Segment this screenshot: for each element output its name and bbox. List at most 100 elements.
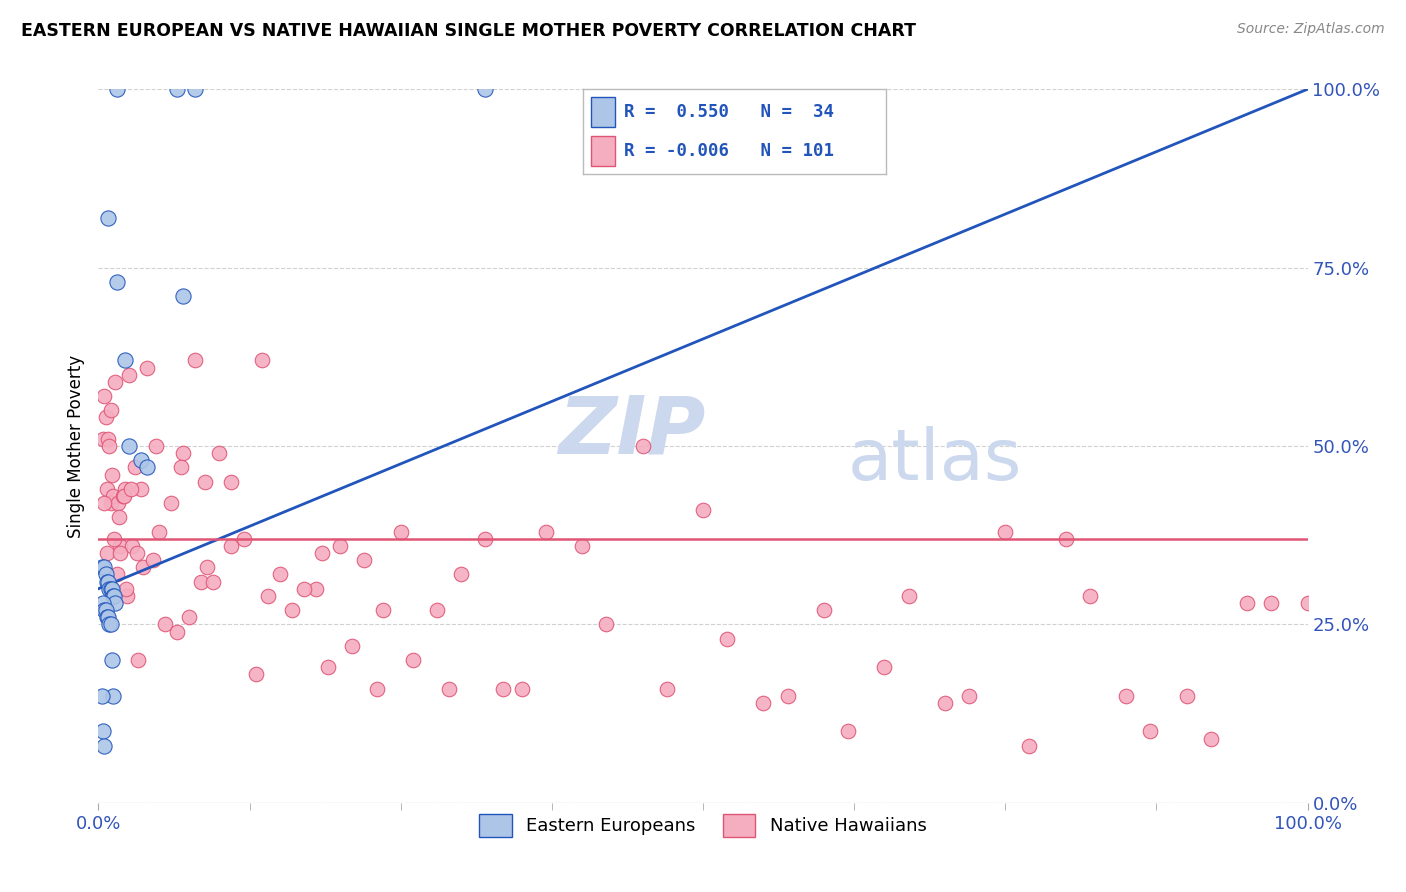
Point (934, 696, 956, 710)
Point (100, 617, 122, 632)
Point (135, 360, 157, 375)
Point (1078, 589, 1101, 603)
Point (329, 539, 352, 553)
Point (91, 560, 114, 574)
Point (91, 724, 114, 739)
Point (179, 610, 201, 624)
Point (94, 567, 117, 582)
Point (112, 489, 135, 503)
Point (492, 681, 515, 696)
Point (1115, 689, 1137, 703)
Point (91, 596, 114, 610)
Point (655, 681, 678, 696)
Point (101, 689, 124, 703)
Point (1139, 724, 1161, 739)
Point (510, 681, 533, 696)
Point (111, 489, 134, 503)
Point (96, 610, 118, 624)
Point (194, 475, 217, 489)
Point (166, 624, 188, 639)
Point (1260, 596, 1282, 610)
Point (692, 503, 714, 517)
Point (114, 482, 136, 496)
Point (311, 546, 333, 560)
Point (96, 546, 118, 560)
Point (104, 375, 127, 389)
Point (97, 610, 120, 624)
Point (97, 432, 120, 446)
Point (101, 589, 124, 603)
Point (101, 489, 124, 503)
Point (595, 617, 617, 632)
Point (93, 389, 115, 403)
Point (166, 82, 188, 96)
Point (100, 653, 122, 667)
Point (994, 524, 1017, 539)
Point (100, 496, 122, 510)
Point (127, 653, 149, 667)
Point (153, 617, 176, 632)
Y-axis label: Single Mother Poverty: Single Mother Poverty (66, 354, 84, 538)
Point (100, 582, 122, 596)
Point (104, 596, 127, 610)
Point (342, 639, 364, 653)
Point (96, 574, 118, 589)
Point (292, 582, 315, 596)
Point (1236, 596, 1258, 610)
Point (135, 460, 157, 475)
Point (118, 439, 141, 453)
Point (571, 539, 593, 553)
Point (94, 603, 117, 617)
Point (437, 681, 460, 696)
Legend: Eastern Europeans, Native Hawaiians: Eastern Europeans, Native Hawaiians (472, 807, 934, 844)
Point (93, 603, 115, 617)
Point (98, 582, 121, 596)
Point (91, 432, 114, 446)
Point (105, 82, 128, 96)
Point (897, 589, 920, 603)
Point (117, 589, 139, 603)
Point (184, 353, 207, 368)
Point (195, 560, 218, 574)
Point (105, 567, 128, 582)
Point (97, 211, 120, 225)
Text: R = -0.006   N = 101: R = -0.006 N = 101 (624, 142, 834, 160)
Point (184, 82, 207, 96)
Point (118, 368, 141, 382)
Point (1296, 596, 1319, 610)
Point (221, 475, 243, 489)
Point (93, 739, 115, 753)
Point (534, 524, 557, 539)
Point (474, 532, 496, 546)
Point (281, 603, 304, 617)
Point (1054, 532, 1077, 546)
Point (752, 696, 775, 710)
Point (474, 82, 496, 96)
Point (426, 603, 449, 617)
Text: EASTERN EUROPEAN VS NATIVE HAWAIIAN SINGLE MOTHER POVERTY CORRELATION CHART: EASTERN EUROPEAN VS NATIVE HAWAIIAN SING… (21, 22, 917, 40)
Point (256, 589, 278, 603)
Point (145, 439, 167, 453)
Point (160, 496, 183, 510)
Point (103, 532, 125, 546)
Point (873, 660, 896, 674)
Point (1199, 731, 1222, 746)
Point (208, 446, 231, 460)
Point (114, 353, 136, 368)
Point (129, 453, 152, 467)
Point (450, 567, 472, 582)
Point (103, 589, 125, 603)
Point (305, 582, 328, 596)
Point (124, 460, 146, 475)
Point (127, 546, 149, 560)
Point (202, 574, 225, 589)
Point (132, 560, 155, 574)
Point (97, 574, 120, 589)
Text: Source: ZipAtlas.com: Source: ZipAtlas.com (1237, 22, 1385, 37)
Point (1018, 739, 1040, 753)
Point (232, 532, 254, 546)
Point (98, 439, 121, 453)
Point (98, 617, 121, 632)
Point (169, 460, 191, 475)
Text: R =  0.550   N =  34: R = 0.550 N = 34 (624, 103, 834, 121)
